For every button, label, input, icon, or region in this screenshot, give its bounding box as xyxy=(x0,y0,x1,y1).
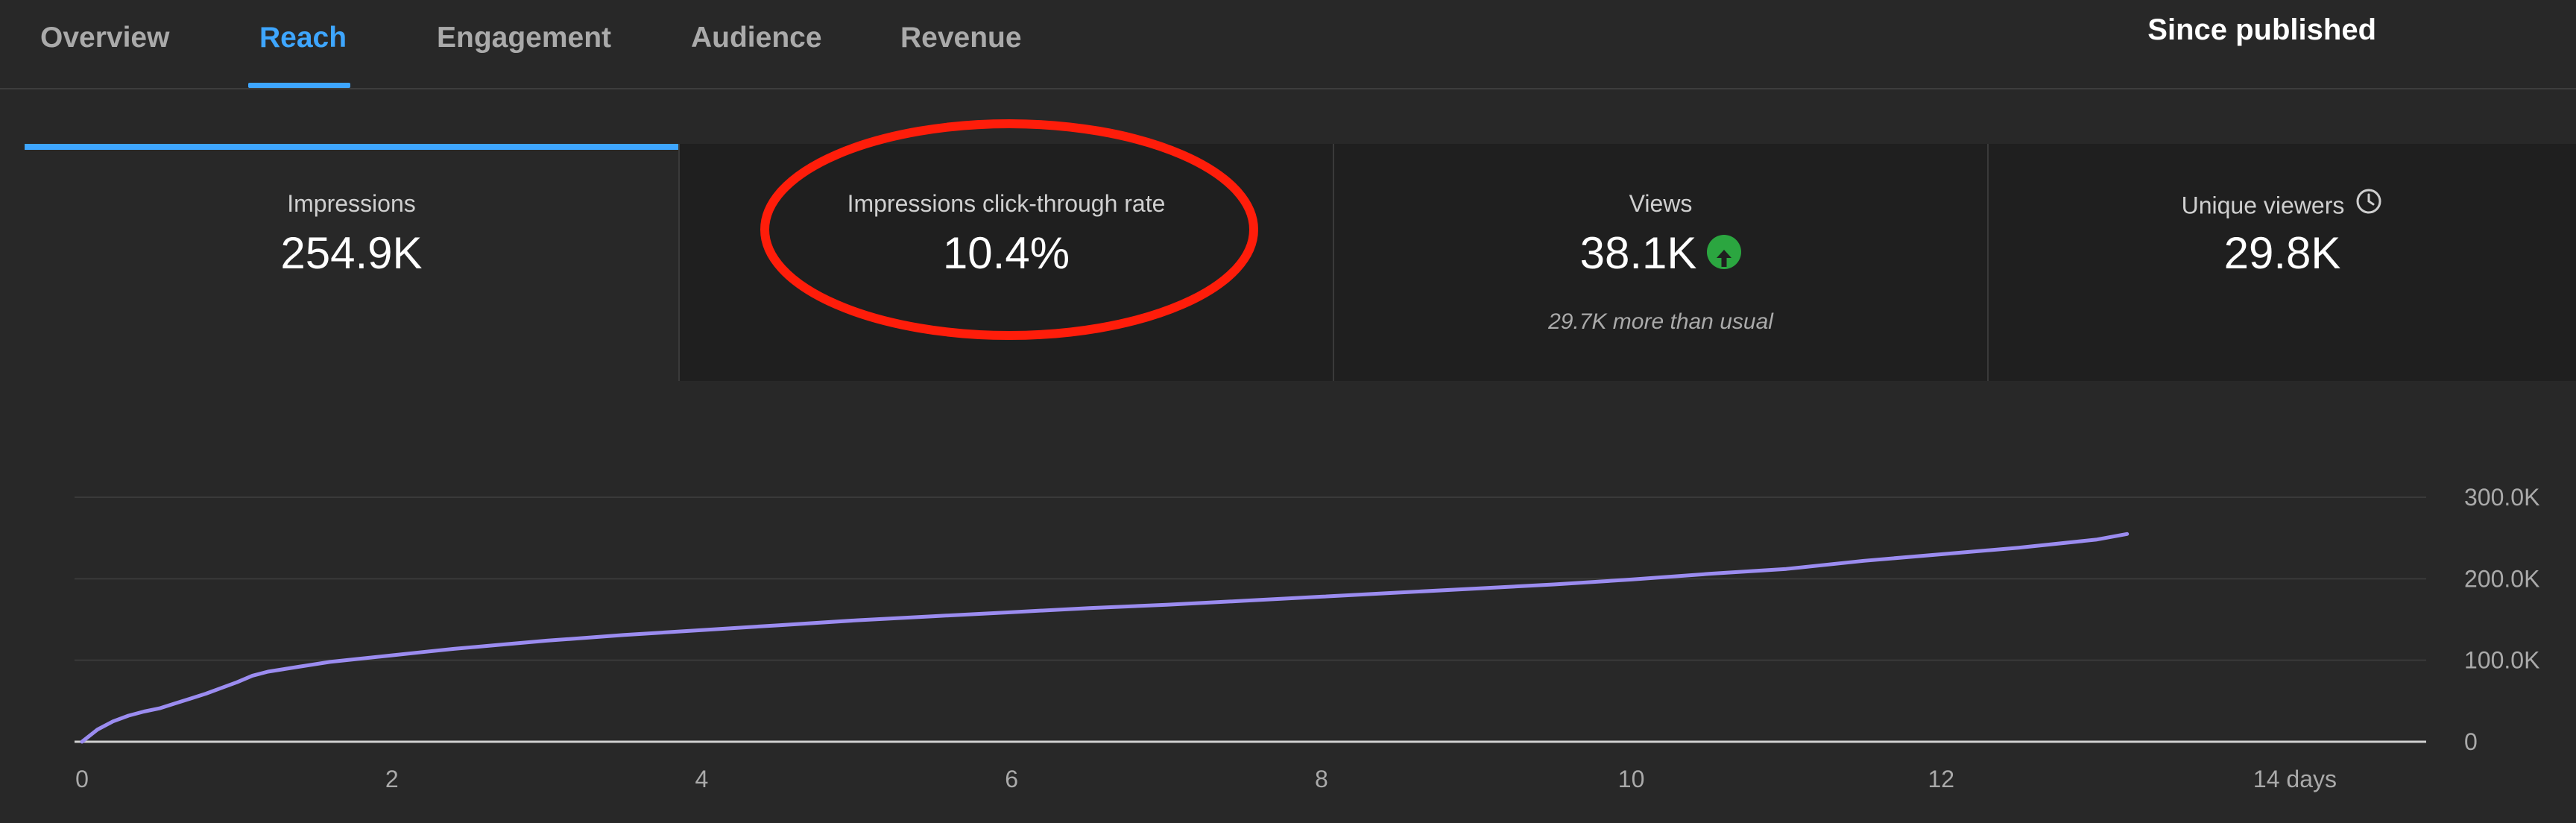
tab-engagement[interactable]: Engagement xyxy=(437,22,612,54)
metric-card-impressions[interactable]: Impressions 254.9K xyxy=(25,144,678,381)
y-tick-label: 100.0K xyxy=(2464,647,2539,674)
metric-comparison-note: 29.7K more than usual xyxy=(1548,309,1773,334)
card-divider xyxy=(678,144,680,381)
impressions-chart: 0 100.0K 200.0K 300.0K 0 2 4 6 8 10 12 14 days xyxy=(0,417,2576,823)
x-tick-label: 14 days xyxy=(2253,766,2337,792)
metric-value: 38.1K xyxy=(1579,228,1697,278)
x-tick-label: 4 xyxy=(695,766,709,792)
chart-svg: 0 100.0K 200.0K 300.0K 0 2 4 6 8 10 12 14 days xyxy=(75,484,2539,792)
metric-value-row: 38.1K xyxy=(1334,227,1987,279)
x-tick-label: 8 xyxy=(1315,766,1328,792)
clock-icon xyxy=(2355,187,2383,221)
x-tick-label: 0 xyxy=(75,766,89,792)
x-tick-label: 6 xyxy=(1005,766,1018,792)
tab-overview[interactable]: Overview xyxy=(40,22,170,54)
card-divider xyxy=(1333,144,1334,381)
trend-up-icon xyxy=(1707,235,1742,270)
metric-label: Views xyxy=(1629,190,1693,217)
tab-revenue[interactable]: Revenue xyxy=(900,22,1022,54)
tab-reach[interactable]: Reach xyxy=(259,22,347,54)
metric-card-unique-viewers[interactable]: Unique viewers 29.8K xyxy=(1989,144,2576,381)
date-range-selector[interactable]: Since published xyxy=(2147,13,2376,46)
y-tick-label: 300.0K xyxy=(2464,484,2539,511)
metric-card-ctr[interactable]: Impressions click-through rate 10.4% xyxy=(680,144,1333,381)
metric-card-views[interactable]: Views 38.1K 29.7K more than usual xyxy=(1334,144,1987,381)
x-tick-label: 12 xyxy=(1928,766,1954,792)
metric-label: Unique viewers xyxy=(2181,192,2345,219)
x-tick-label: 2 xyxy=(385,766,399,792)
tab-audience[interactable]: Audience xyxy=(691,22,822,54)
analytics-tabs: Overview Reach Engagement Audience Reven… xyxy=(0,0,2576,89)
metric-label-row: Unique viewers xyxy=(1989,187,2576,224)
x-tick-label: 10 xyxy=(1618,766,1645,792)
metric-value: 254.9K xyxy=(280,228,423,278)
y-tick-label: 0 xyxy=(2464,728,2478,755)
metric-value: 10.4% xyxy=(942,228,1070,278)
y-tick-label: 200.0K xyxy=(2464,565,2539,592)
series-line xyxy=(80,532,2130,744)
metric-label: Impressions xyxy=(287,190,416,217)
card-divider xyxy=(1987,144,1989,381)
metric-value: 29.8K xyxy=(2223,228,2341,278)
metric-label: Impressions click-through rate xyxy=(847,190,1166,217)
active-tab-indicator xyxy=(248,83,350,88)
